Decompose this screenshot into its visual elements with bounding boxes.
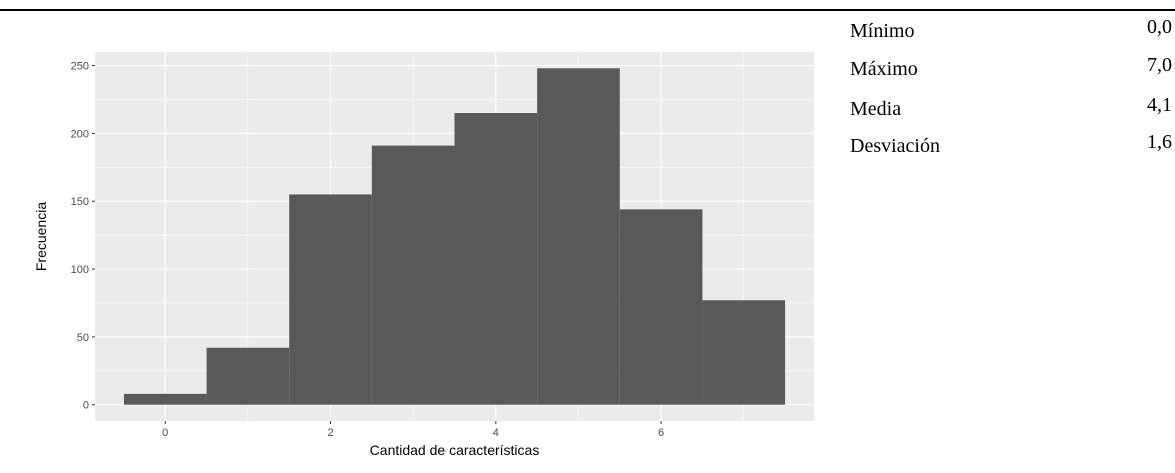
y-tick-label: 250 (71, 61, 89, 73)
top-rule (0, 9, 1175, 11)
stat-value: 1,6 (1147, 131, 1172, 153)
stat-row-maximo: Máximo 7,0 (850, 54, 1172, 98)
stat-row-desviacion: Desviación 1,6 (850, 131, 1172, 172)
stat-label: Media (850, 98, 902, 120)
histogram-bar (371, 145, 455, 405)
stat-value: 4,1 (1147, 94, 1172, 116)
stat-label: Desviación (850, 135, 940, 157)
histogram-bar (537, 68, 620, 405)
histogram-bar (123, 393, 207, 405)
y-axis-ticks: 0 50 100 150 200 250 (71, 61, 95, 412)
histogram-bar (454, 113, 538, 405)
histogram-chart: 0 50 100 150 200 250 0 2 4 6 Cantidad de caracte… (0, 12, 830, 473)
x-tick-label: 0 (162, 427, 168, 439)
y-tick-label: 150 (71, 196, 89, 208)
histogram-bars (123, 68, 786, 405)
stat-row-minimo: Mínimo 0,0 (850, 16, 1172, 58)
x-tick-label: 6 (658, 427, 664, 439)
histogram-svg: 0 50 100 150 200 250 0 2 4 6 Cantidad de caracte… (33, 52, 814, 458)
y-tick-label: 200 (71, 128, 89, 140)
x-axis-title: Cantidad de características (370, 442, 540, 458)
histogram-bar (619, 209, 703, 405)
stat-value: 7,0 (1147, 54, 1172, 76)
y-tick-label: 50 (77, 332, 89, 344)
stat-label: Máximo (850, 58, 918, 80)
y-tick-label: 100 (71, 264, 89, 276)
stat-value: 0,0 (1147, 16, 1172, 38)
histogram-bar (702, 300, 786, 405)
x-tick-label: 2 (327, 427, 333, 439)
stat-row-media: Media 4,1 (850, 94, 1172, 135)
stat-label: Mínimo (850, 20, 915, 42)
x-axis-ticks: 0 2 4 6 (162, 421, 664, 439)
summary-stats-table: Mínimo 0,0 Máximo 7,0 Media 4,1 Desviaci… (850, 16, 1172, 172)
histogram-bar (289, 194, 372, 405)
histogram-bar (206, 347, 290, 405)
y-tick-label: 0 (83, 400, 89, 412)
x-tick-label: 4 (493, 427, 499, 439)
y-axis-title: Frecuencia (33, 202, 49, 271)
